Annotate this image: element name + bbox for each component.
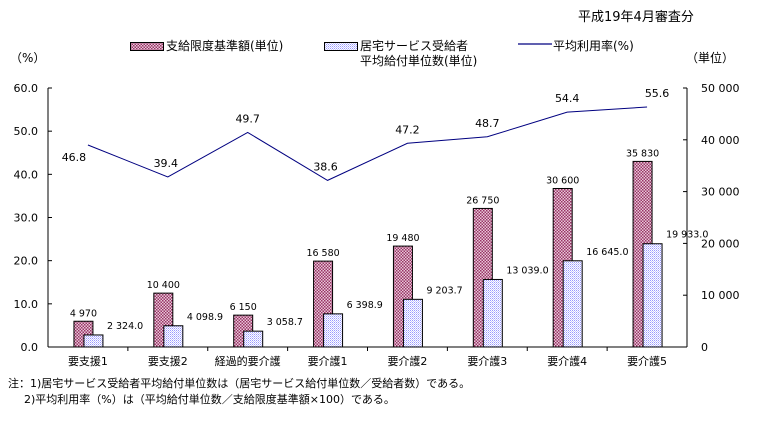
data-label-avg-units: 13 039.0 [506,265,548,276]
bar-avg-units [482,278,503,348]
left-axis-tick-label: 50.0 [14,125,39,138]
data-label-rate: 46.8 [62,151,87,164]
note-1: 注：1)居宅サービス受給者平均給付単位数は（居宅サービス給付単位数／受給者数）で… [8,377,471,390]
data-label-rate: 47.2 [395,123,420,136]
bar-avg-units [323,313,344,348]
x-axis-category-label: 要介護5 [627,354,667,368]
data-label-avg-units: 16 645.0 [586,247,628,258]
data-label-avg-units: 2 324.0 [107,321,143,332]
note-2: 2)平均利用率（%）は（平均給付単位数／支給限度基準額×100）である。 [24,393,395,406]
data-label-limit: 4 970 [70,308,97,319]
legend-label-limit: 支給限度基準額(単位) [166,39,284,53]
data-label-limit: 6 150 [230,302,257,313]
data-label-limit: 10 400 [147,280,180,291]
data-label-limit: 35 830 [626,148,659,159]
data-label-avg-units: 6 398.9 [347,300,383,311]
data-label-avg-units: 19 933.0 [666,230,708,241]
data-label-rate: 49.7 [235,112,260,125]
data-label-avg-units: 3 058.7 [267,317,303,328]
right-axis-tick-label: 50 000 [701,82,740,95]
x-axis-category-label: 要介護2 [387,354,427,368]
legend-label-line: 平均利用率(%) [553,39,634,53]
left-axis-unit: （%） [10,51,46,65]
left-axis-tick-label: 60.0 [14,82,39,95]
left-axis-tick-label: 30.0 [14,212,39,225]
data-label-limit: 16 580 [306,248,339,259]
data-label-rate: 54.4 [555,92,580,105]
legend-label-avg-line1: 居宅サービス受給者 [360,39,469,53]
right-axis-unit: （単位） [686,51,735,65]
data-label-rate: 48.7 [475,117,500,130]
data-label-rate: 38.6 [313,160,338,173]
right-axis-tick-label: 10 000 [701,289,740,302]
left-axis-tick-label: 20.0 [14,255,39,268]
left-axis-tick-label: 0.0 [21,341,39,354]
bar-avg-units [83,334,104,348]
bar-avg-units [163,325,184,348]
bar-avg-units [642,243,663,348]
data-label-avg-units: 9 203.7 [426,285,462,296]
legend-swatch-limit [130,42,164,51]
legend-label-avg-line2: 平均給付単位数(単位) [360,54,478,68]
left-axis-tick-label: 40.0 [14,168,39,181]
x-axis-category-label: 要支援2 [148,354,188,368]
right-axis-tick-label: 20 000 [701,237,740,250]
right-axis-tick-label: 40 000 [701,134,740,147]
bar-avg-units [562,260,583,348]
data-label-rate: 39.4 [154,157,179,170]
period-label: 平成19年4月審査分 [578,10,694,25]
right-axis-tick-label: 30 000 [701,186,740,199]
bar-avg-units [243,330,264,348]
x-axis-category-label: 要介護4 [547,354,587,368]
x-axis-category-label: 要介護1 [308,354,348,368]
data-label-limit: 19 480 [386,233,419,244]
x-axis-category-label: 要支援1 [68,354,108,368]
right-axis-tick-label: 0 [701,341,708,354]
x-axis-category-label: 経過的要介護 [215,354,281,368]
legend-swatch-line [518,43,552,45]
left-axis-tick-label: 10.0 [14,298,39,311]
data-label-limit: 26 750 [466,195,499,206]
x-axis-category-label: 要介護3 [467,354,507,368]
data-label-avg-units: 4 098.9 [187,312,223,323]
legend-swatch-avg [324,42,358,51]
bar-avg-units [402,298,423,348]
data-label-limit: 30 600 [546,175,579,186]
line-average-rate [87,106,648,181]
data-label-rate: 55.6 [645,87,670,100]
